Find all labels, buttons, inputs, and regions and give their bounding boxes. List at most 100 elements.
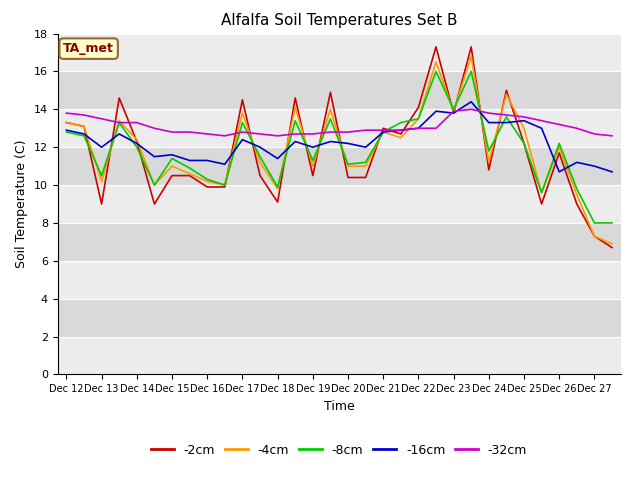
-8cm — [115, 120, 123, 125]
-4cm — [556, 144, 563, 150]
-2cm — [239, 97, 246, 103]
-2cm — [168, 173, 176, 179]
-4cm — [98, 179, 106, 184]
-4cm — [591, 233, 598, 239]
-32cm — [239, 129, 246, 135]
-2cm — [573, 201, 580, 207]
-4cm — [204, 179, 211, 184]
-8cm — [150, 182, 158, 188]
-32cm — [608, 133, 616, 139]
-2cm — [291, 95, 299, 101]
-8cm — [415, 116, 422, 121]
-4cm — [467, 53, 475, 59]
-2cm — [326, 89, 334, 95]
-16cm — [291, 139, 299, 144]
-4cm — [520, 125, 528, 131]
-2cm — [415, 105, 422, 110]
-16cm — [450, 110, 458, 116]
-16cm — [608, 169, 616, 175]
-4cm — [502, 91, 510, 97]
-16cm — [204, 157, 211, 163]
-4cm — [397, 135, 404, 141]
-16cm — [133, 141, 141, 146]
Bar — [58, 336, 621, 374]
-16cm — [221, 161, 228, 167]
-2cm — [450, 110, 458, 116]
-2cm — [221, 184, 228, 190]
-16cm — [556, 169, 563, 175]
-2cm — [133, 139, 141, 144]
-16cm — [256, 144, 264, 150]
-2cm — [520, 141, 528, 146]
-4cm — [274, 186, 282, 192]
-4cm — [221, 182, 228, 188]
-16cm — [115, 131, 123, 137]
-32cm — [63, 110, 70, 116]
-8cm — [63, 129, 70, 135]
-8cm — [591, 220, 598, 226]
-8cm — [520, 141, 528, 146]
-4cm — [239, 110, 246, 116]
-2cm — [362, 175, 369, 180]
-16cm — [502, 120, 510, 125]
Line: -32cm: -32cm — [67, 109, 612, 136]
-16cm — [520, 118, 528, 123]
-4cm — [485, 159, 493, 165]
X-axis label: Time: Time — [324, 400, 355, 413]
-2cm — [591, 233, 598, 239]
-4cm — [538, 190, 545, 195]
-8cm — [204, 177, 211, 182]
-32cm — [556, 121, 563, 127]
-32cm — [150, 125, 158, 131]
-32cm — [291, 131, 299, 137]
-32cm — [115, 120, 123, 125]
-16cm — [485, 120, 493, 125]
-16cm — [467, 99, 475, 105]
-2cm — [397, 131, 404, 137]
-8cm — [133, 144, 141, 150]
-16cm — [98, 144, 106, 150]
-16cm — [239, 137, 246, 143]
-4cm — [415, 116, 422, 121]
-2cm — [344, 175, 352, 180]
-32cm — [344, 129, 352, 135]
-16cm — [150, 154, 158, 159]
-4cm — [168, 163, 176, 169]
-8cm — [256, 154, 264, 159]
Bar — [58, 185, 621, 223]
-2cm — [309, 173, 317, 179]
-32cm — [432, 125, 440, 131]
-32cm — [98, 116, 106, 121]
-8cm — [80, 133, 88, 139]
-8cm — [573, 186, 580, 192]
-32cm — [221, 133, 228, 139]
-8cm — [467, 69, 475, 74]
-32cm — [133, 120, 141, 125]
-32cm — [573, 125, 580, 131]
-2cm — [485, 167, 493, 173]
-2cm — [150, 201, 158, 207]
-2cm — [63, 120, 70, 125]
-32cm — [485, 110, 493, 116]
-2cm — [274, 199, 282, 205]
Bar — [58, 34, 621, 72]
-8cm — [362, 159, 369, 165]
-16cm — [168, 152, 176, 157]
-16cm — [309, 144, 317, 150]
-32cm — [415, 125, 422, 131]
-16cm — [186, 157, 193, 163]
-2cm — [432, 44, 440, 50]
-8cm — [502, 114, 510, 120]
-32cm — [326, 129, 334, 135]
-16cm — [380, 129, 387, 135]
Line: -4cm: -4cm — [67, 56, 612, 244]
-4cm — [309, 163, 317, 169]
-16cm — [274, 156, 282, 161]
-4cm — [344, 163, 352, 169]
-2cm — [186, 173, 193, 179]
-2cm — [538, 201, 545, 207]
-32cm — [380, 127, 387, 133]
Legend: -2cm, -4cm, -8cm, -16cm, -32cm: -2cm, -4cm, -8cm, -16cm, -32cm — [147, 439, 532, 462]
-16cm — [397, 127, 404, 133]
-2cm — [502, 87, 510, 93]
